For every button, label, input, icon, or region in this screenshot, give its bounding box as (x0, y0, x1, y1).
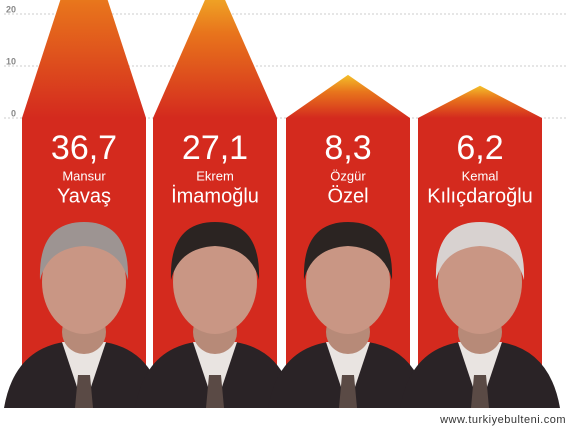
y-tick-label: 20 (6, 4, 16, 14)
bar (418, 85, 542, 118)
last-name: Yavaş (57, 185, 111, 207)
first-name: Özgür (330, 168, 366, 183)
portrait-tie (75, 375, 93, 408)
first-name: Mansur (62, 168, 106, 183)
y-tick-label: 0 (11, 108, 16, 118)
portrait-hair (435, 222, 525, 280)
portrait-hair (170, 222, 260, 280)
portrait-tie (206, 375, 224, 408)
source: www.turkiyebulteni.com (439, 414, 566, 426)
value-label: 6,2 (456, 129, 503, 167)
last-name: Özel (327, 185, 368, 207)
last-name: Kılıçdaroğlu (427, 185, 533, 207)
portrait-face (306, 230, 390, 334)
first-name: Kemal (462, 168, 499, 183)
bar (153, 0, 277, 118)
portrait-hair (303, 222, 393, 280)
value-label: 27,1 (182, 129, 248, 167)
portrait-face (438, 230, 522, 334)
last-name: İmamoğlu (171, 184, 259, 207)
portrait-face (42, 230, 126, 334)
bar (22, 0, 146, 118)
portrait-hair (39, 222, 129, 280)
first-name: Ekrem (196, 168, 234, 183)
value-label: 8,3 (324, 129, 371, 167)
portrait-face (173, 230, 257, 334)
y-tick-label: 10 (6, 56, 16, 66)
portrait-tie (471, 375, 489, 408)
value-label: 36,7 (51, 129, 117, 167)
portrait-tie (339, 375, 357, 408)
bar (286, 74, 410, 118)
